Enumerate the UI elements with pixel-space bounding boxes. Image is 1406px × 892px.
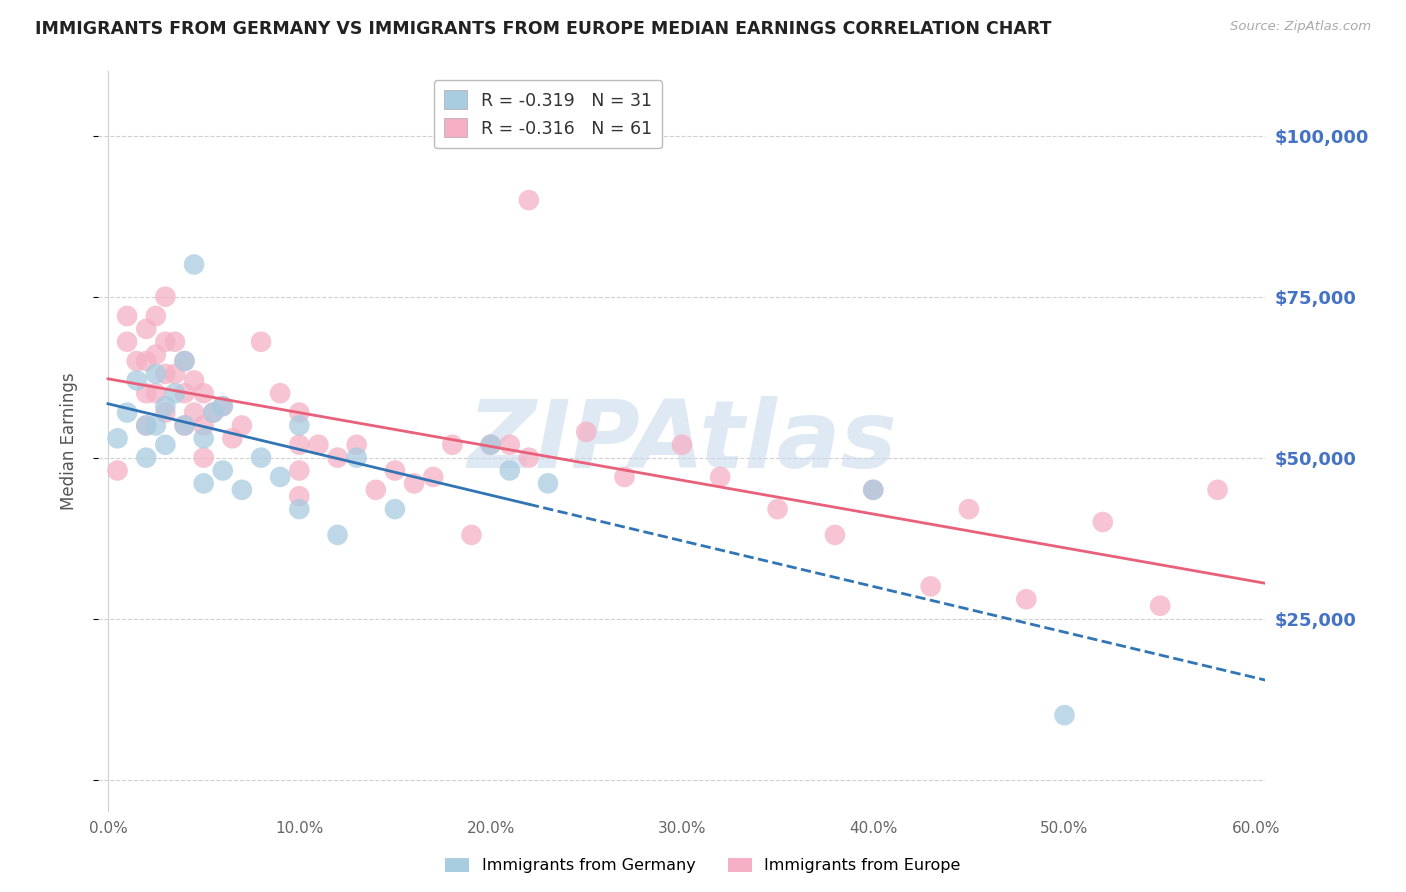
Point	[145, 348, 167, 362]
Point	[173, 418, 195, 433]
Point	[135, 418, 157, 433]
Point	[135, 386, 157, 401]
Point	[173, 386, 195, 401]
Point	[326, 528, 349, 542]
Text: Source: ZipAtlas.com: Source: ZipAtlas.com	[1230, 20, 1371, 33]
Point	[517, 193, 540, 207]
Point	[115, 334, 138, 349]
Point	[1206, 483, 1229, 497]
Point	[575, 425, 598, 439]
Point	[183, 373, 205, 387]
Point	[862, 483, 884, 497]
Point	[288, 406, 311, 420]
Point	[135, 354, 157, 368]
Point	[231, 418, 253, 433]
Point	[422, 470, 444, 484]
Point	[288, 418, 311, 433]
Point	[163, 334, 186, 349]
Point	[155, 438, 177, 452]
Point	[173, 418, 195, 433]
Point	[288, 489, 311, 503]
Point	[479, 438, 502, 452]
Point	[135, 322, 157, 336]
Point	[517, 450, 540, 465]
Point	[269, 470, 291, 484]
Point	[269, 386, 291, 401]
Point	[173, 354, 195, 368]
Point	[671, 438, 693, 452]
Point	[862, 483, 884, 497]
Point	[211, 399, 233, 413]
Point	[145, 418, 167, 433]
Point	[155, 367, 177, 381]
Point	[250, 450, 273, 465]
Point	[115, 309, 138, 323]
Point	[346, 438, 368, 452]
Point	[499, 463, 522, 477]
Point	[460, 528, 482, 542]
Point	[288, 463, 311, 477]
Point	[1091, 515, 1114, 529]
Point	[384, 502, 406, 516]
Point	[135, 418, 157, 433]
Point	[326, 450, 349, 465]
Point	[824, 528, 846, 542]
Point	[441, 438, 464, 452]
Point	[221, 431, 243, 445]
Point	[193, 450, 215, 465]
Point	[1149, 599, 1171, 613]
Point	[957, 502, 980, 516]
Point	[288, 438, 311, 452]
Point	[920, 579, 942, 593]
Point	[145, 386, 167, 401]
Point	[193, 476, 215, 491]
Point	[155, 290, 177, 304]
Point	[193, 386, 215, 401]
Point	[364, 483, 387, 497]
Point	[346, 450, 368, 465]
Point	[125, 354, 148, 368]
Point	[193, 418, 215, 433]
Point	[537, 476, 560, 491]
Point	[766, 502, 789, 516]
Point	[183, 406, 205, 420]
Point	[202, 406, 225, 420]
Point	[145, 367, 167, 381]
Point	[193, 431, 215, 445]
Point	[288, 502, 311, 516]
Point	[125, 373, 148, 387]
Legend: Immigrants from Germany, Immigrants from Europe: Immigrants from Germany, Immigrants from…	[439, 851, 967, 880]
Point	[155, 406, 177, 420]
Text: ZIPAtlas: ZIPAtlas	[467, 395, 897, 488]
Y-axis label: Median Earnings: Median Earnings	[59, 373, 77, 510]
Point	[145, 309, 167, 323]
Point	[231, 483, 253, 497]
Point	[155, 334, 177, 349]
Point	[163, 386, 186, 401]
Point	[613, 470, 636, 484]
Point	[211, 399, 233, 413]
Point	[384, 463, 406, 477]
Point	[307, 438, 329, 452]
Point	[1015, 592, 1038, 607]
Point	[709, 470, 731, 484]
Point	[107, 431, 129, 445]
Point	[173, 354, 195, 368]
Point	[202, 406, 225, 420]
Point	[163, 367, 186, 381]
Point	[250, 334, 273, 349]
Point	[211, 463, 233, 477]
Point	[107, 463, 129, 477]
Point	[155, 399, 177, 413]
Point	[183, 258, 205, 272]
Point	[1053, 708, 1076, 723]
Point	[499, 438, 522, 452]
Point	[135, 450, 157, 465]
Legend: R = -0.319   N = 31, R = -0.316   N = 61: R = -0.319 N = 31, R = -0.316 N = 61	[434, 80, 662, 148]
Point	[115, 406, 138, 420]
Point	[404, 476, 426, 491]
Text: IMMIGRANTS FROM GERMANY VS IMMIGRANTS FROM EUROPE MEDIAN EARNINGS CORRELATION CH: IMMIGRANTS FROM GERMANY VS IMMIGRANTS FR…	[35, 20, 1052, 37]
Point	[479, 438, 502, 452]
